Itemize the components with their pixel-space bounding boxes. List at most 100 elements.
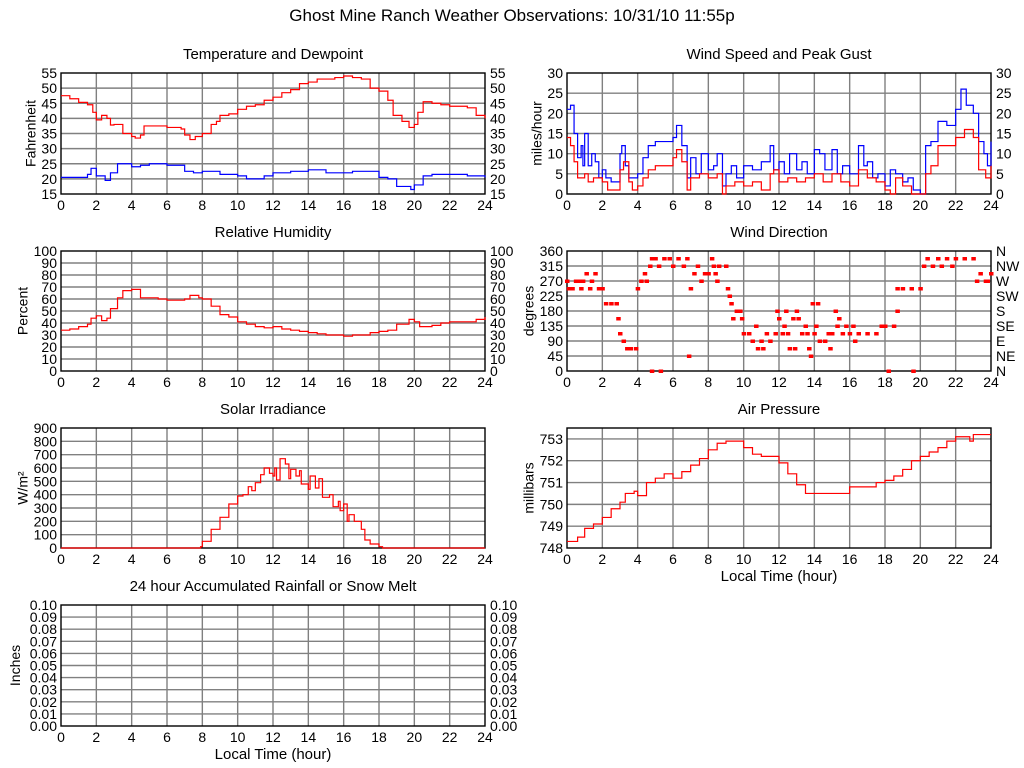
data-point — [695, 264, 701, 268]
y-tick-label: 750 — [540, 496, 564, 512]
x-tick-label: 10 — [736, 551, 752, 567]
x-tick-label: 6 — [163, 197, 171, 213]
data-point — [814, 324, 819, 328]
right-tick-label: 10 — [490, 351, 506, 367]
data-point — [953, 257, 959, 261]
y-tick-label: 500 — [34, 473, 58, 489]
x-tick-label: 20 — [407, 729, 423, 745]
x-tick-label: 16 — [336, 197, 352, 213]
y-tick-label: 5 — [555, 166, 563, 182]
y-tick-label: 10 — [41, 351, 57, 367]
right-tick-label: 0.08 — [490, 621, 517, 637]
x-tick-label: 12 — [265, 197, 281, 213]
x-tick-label: 22 — [442, 197, 458, 213]
x-tick-label: 16 — [842, 374, 858, 390]
right-tick-label: N — [996, 243, 1006, 259]
y-tick-label: 0.05 — [30, 658, 57, 674]
y-tick-label: 748 — [540, 540, 564, 556]
data-point — [909, 287, 914, 291]
y-tick-label: 50 — [41, 80, 57, 96]
plot-frame — [60, 72, 486, 195]
x-tick-label: 10 — [230, 729, 246, 745]
y-tick-label: 0.09 — [30, 609, 57, 625]
page-title: Ghost Mine Ranch Weather Observations: 1… — [289, 6, 735, 25]
right-tick-label: N — [996, 363, 1006, 379]
data-point — [840, 332, 846, 336]
y-axis-label: miles/hour — [528, 101, 544, 166]
x-tick-label: 4 — [128, 729, 136, 745]
x-tick-label: 2 — [92, 374, 100, 390]
data-point — [900, 287, 906, 291]
data-point — [603, 302, 609, 306]
y-tick-label: 0.10 — [30, 597, 57, 613]
x-tick-label: 6 — [163, 551, 171, 567]
data-point — [773, 332, 778, 336]
data-point — [628, 347, 634, 351]
x-tick-label: 24 — [477, 729, 493, 745]
right-tick-label: 30 — [996, 65, 1012, 81]
y-tick-label: 35 — [41, 126, 57, 142]
x-axis-label: Local Time (hour) — [215, 746, 332, 763]
data-point — [865, 332, 870, 336]
y-tick-label: 50 — [41, 303, 57, 319]
data-point — [699, 279, 704, 283]
y-tick-label: 100 — [34, 527, 58, 543]
right-tick-label: S — [996, 303, 1005, 319]
y-tick-label: 700 — [34, 447, 58, 463]
data-point — [731, 317, 736, 321]
x-tick-label: 12 — [771, 551, 787, 567]
x-tick-label: 18 — [371, 729, 387, 745]
x-tick-label: 4 — [634, 551, 642, 567]
data-point — [962, 257, 967, 261]
x-tick-label: 0 — [563, 551, 571, 567]
x-tick-label: 2 — [598, 551, 606, 567]
y-tick-label: 749 — [540, 518, 564, 534]
y-axis-label: Fahrenheit — [22, 100, 38, 167]
data-point — [621, 339, 627, 343]
data-point — [685, 257, 690, 261]
data-point — [596, 287, 602, 291]
y-tick-label: 180 — [540, 303, 564, 319]
data-point — [844, 324, 849, 328]
x-tick-label: 4 — [128, 197, 136, 213]
data-point — [810, 302, 816, 306]
right-tick-label: 0.09 — [490, 609, 517, 625]
y-tick-label: 40 — [41, 315, 57, 331]
right-tick-label: 70 — [490, 279, 506, 295]
data-point — [648, 264, 653, 268]
x-tick-label: 20 — [913, 551, 929, 567]
data-point — [785, 332, 791, 336]
plot-frame — [566, 427, 992, 549]
data-point — [925, 257, 930, 261]
data-point — [625, 347, 630, 351]
y-tick-label: 15 — [547, 126, 563, 142]
x-tick-label: 22 — [948, 197, 964, 213]
right-tick-label: 60 — [490, 291, 506, 307]
y-tick-label: 90 — [41, 255, 57, 271]
data-point — [989, 272, 994, 276]
y-tick-label: 30 — [41, 141, 57, 157]
right-tick-label: 90 — [490, 255, 506, 271]
y-tick-label: 135 — [540, 318, 564, 334]
data-point — [656, 264, 662, 268]
data-point — [930, 264, 936, 268]
y-tick-label: 45 — [547, 348, 563, 364]
y-tick-label: 25 — [41, 156, 57, 172]
data-point — [792, 347, 798, 351]
data-point — [796, 317, 801, 321]
y-tick-label: 70 — [41, 279, 57, 295]
x-tick-label: 4 — [128, 374, 136, 390]
right-tick-label: 10 — [996, 146, 1012, 162]
y-tick-label: 900 — [34, 420, 58, 436]
right-tick-label: 25 — [996, 85, 1012, 101]
x-tick-label: 8 — [704, 197, 712, 213]
data-point — [918, 287, 923, 291]
data-point — [883, 324, 888, 328]
data-point — [891, 324, 897, 328]
data-point — [911, 369, 916, 373]
data-point — [686, 354, 692, 358]
right-tick-label: 0.05 — [490, 658, 517, 674]
y-tick-label: 360 — [540, 243, 564, 259]
data-point — [746, 332, 752, 336]
